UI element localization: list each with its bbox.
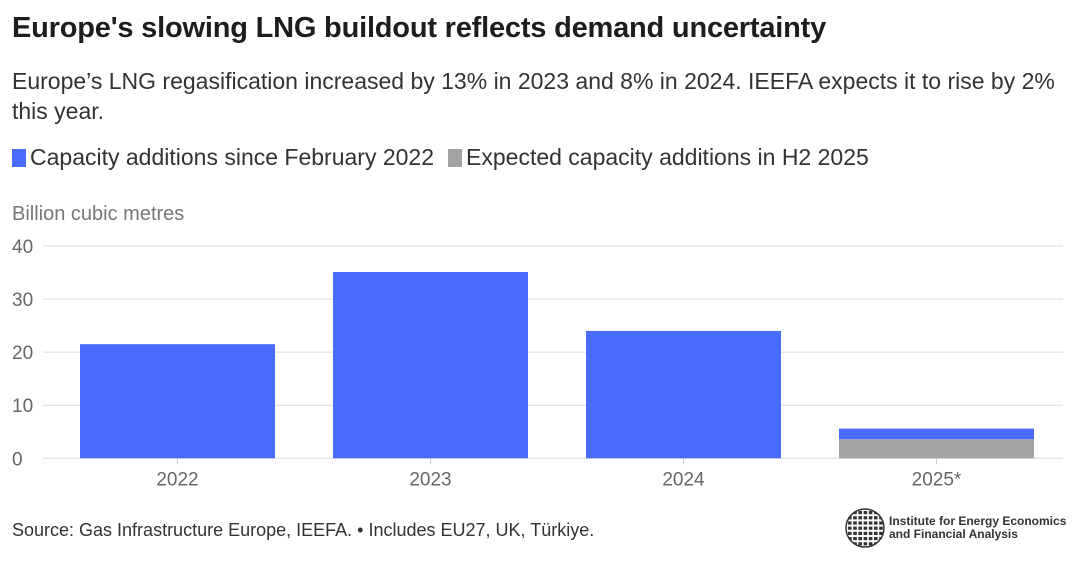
x-tick-label: 2023 [409, 469, 451, 490]
legend-label: Expected capacity additions in H2 2025 [466, 144, 869, 170]
bar-2023-series-1 [333, 272, 528, 459]
bar-2025-series-0 [839, 439, 1034, 459]
x-tick-label: 2024 [662, 469, 705, 490]
x-tick-label: 2022 [156, 469, 198, 490]
chart-title: Europe's slowing LNG buildout reflects d… [12, 12, 827, 44]
y-tick-label: 40 [12, 237, 33, 258]
legend-label: Capacity additions since February 2022 [30, 144, 435, 170]
logo-line2: and Financial Analysis [889, 527, 1018, 541]
y-axis-label: Billion cubic metres [12, 203, 185, 225]
x-tick-label: 2025* [912, 469, 962, 490]
legend: Capacity additions since February 2022 E… [12, 144, 869, 171]
legend-item-expected-additions: Expected capacity additions in H2 2025 [448, 144, 869, 171]
legend-swatch [12, 148, 26, 167]
bar-2025-series-1 [839, 428, 1034, 440]
bar-2024-series-1 [586, 330, 781, 459]
y-tick-label: 30 [12, 290, 33, 311]
bar-chart: 0 10 20 30 40 2022 2023 2024 2025* [12, 237, 1063, 490]
source-note: Source: Gas Infrastructure Europe, IEEFA… [12, 520, 595, 540]
chart-subtitle: Europe’s LNG regasification increased by… [12, 68, 1055, 124]
y-tick-label: 0 [12, 449, 23, 470]
ieefa-logo: Institute for Energy Economics and Finan… [845, 508, 1066, 548]
globe-icon [845, 508, 885, 548]
y-tick-label: 20 [12, 343, 33, 364]
logo-line1: Institute for Energy Economics [889, 514, 1067, 528]
legend-swatch [448, 148, 463, 167]
legend-item-capacity-additions: Capacity additions since February 2022 [12, 144, 434, 171]
bar-2022-series-1 [80, 344, 275, 459]
y-tick-label: 10 [12, 396, 33, 417]
